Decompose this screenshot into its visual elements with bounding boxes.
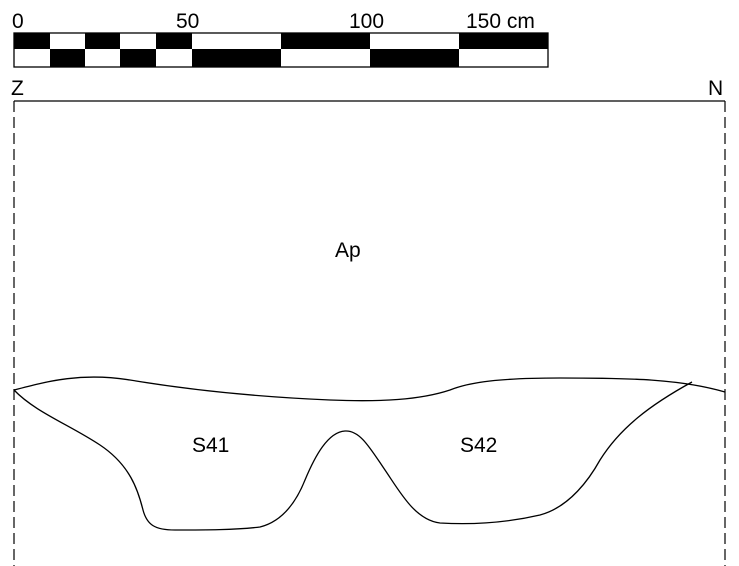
scale-segment <box>85 33 120 49</box>
layer-label-ap: Ap <box>335 239 361 262</box>
scale-segment <box>14 49 50 67</box>
scale-segment <box>85 49 120 67</box>
scale-segment <box>192 33 281 49</box>
scale-label-100: 100 <box>349 10 384 33</box>
feature-label-s41: S41 <box>192 434 229 457</box>
scale-segment <box>459 33 548 49</box>
scale-label-50: 50 <box>176 10 199 33</box>
scale-segment <box>370 49 459 67</box>
scale-segment <box>370 33 459 49</box>
scale-segment <box>50 33 85 49</box>
scale-segment <box>14 33 50 49</box>
scale-segment <box>156 33 192 49</box>
feature-label-s42: S42 <box>460 434 497 457</box>
scale-label-150: 150 cm <box>466 10 535 33</box>
scale-label-0: 0 <box>12 10 24 33</box>
scale-bar-frame <box>13 32 549 68</box>
feature-outline <box>13 381 693 531</box>
scale-segment <box>192 49 281 67</box>
scale-bar: 0 50 100 150 cm <box>12 10 549 68</box>
orientation-right-label: N <box>708 77 723 100</box>
scale-segment <box>459 49 548 67</box>
scale-segment <box>120 33 156 49</box>
ap-layer-boundary <box>13 376 726 402</box>
scale-segment <box>156 49 192 67</box>
scale-segment <box>281 49 370 67</box>
scale-segment <box>120 49 156 67</box>
orientation-left-label: Z <box>11 77 24 100</box>
scale-segment <box>50 49 85 67</box>
scale-segment <box>281 33 370 49</box>
